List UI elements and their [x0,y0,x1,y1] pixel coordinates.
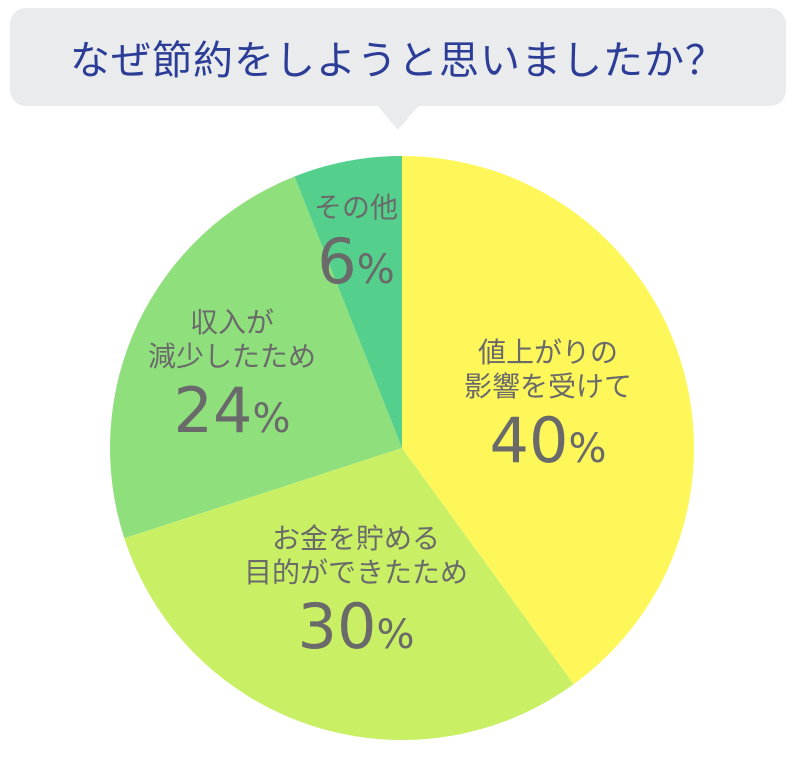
slice-label-line: 値上がりの [478,336,618,369]
slice-label-line: 影響を受けて [464,370,632,403]
slice-label-line: お金を貯める [272,522,440,555]
pie-slice-2 [109,176,403,539]
slice-label-line: 減少したため [148,340,316,373]
slice-label-line: その他 [314,191,398,224]
pie-slice-0 [402,156,695,685]
slice-label-line: 収入が [190,306,274,339]
title-bubble [10,8,786,106]
title-bubble-tail [376,104,420,130]
chart-title: なぜ節約をしようと思いましたか？ [70,38,726,84]
pie-slice-3 [294,156,402,448]
slice-value-label: 6% [317,225,394,298]
pie-slice-1 [124,448,574,741]
slice-label-line: 目的ができたため [244,556,468,589]
